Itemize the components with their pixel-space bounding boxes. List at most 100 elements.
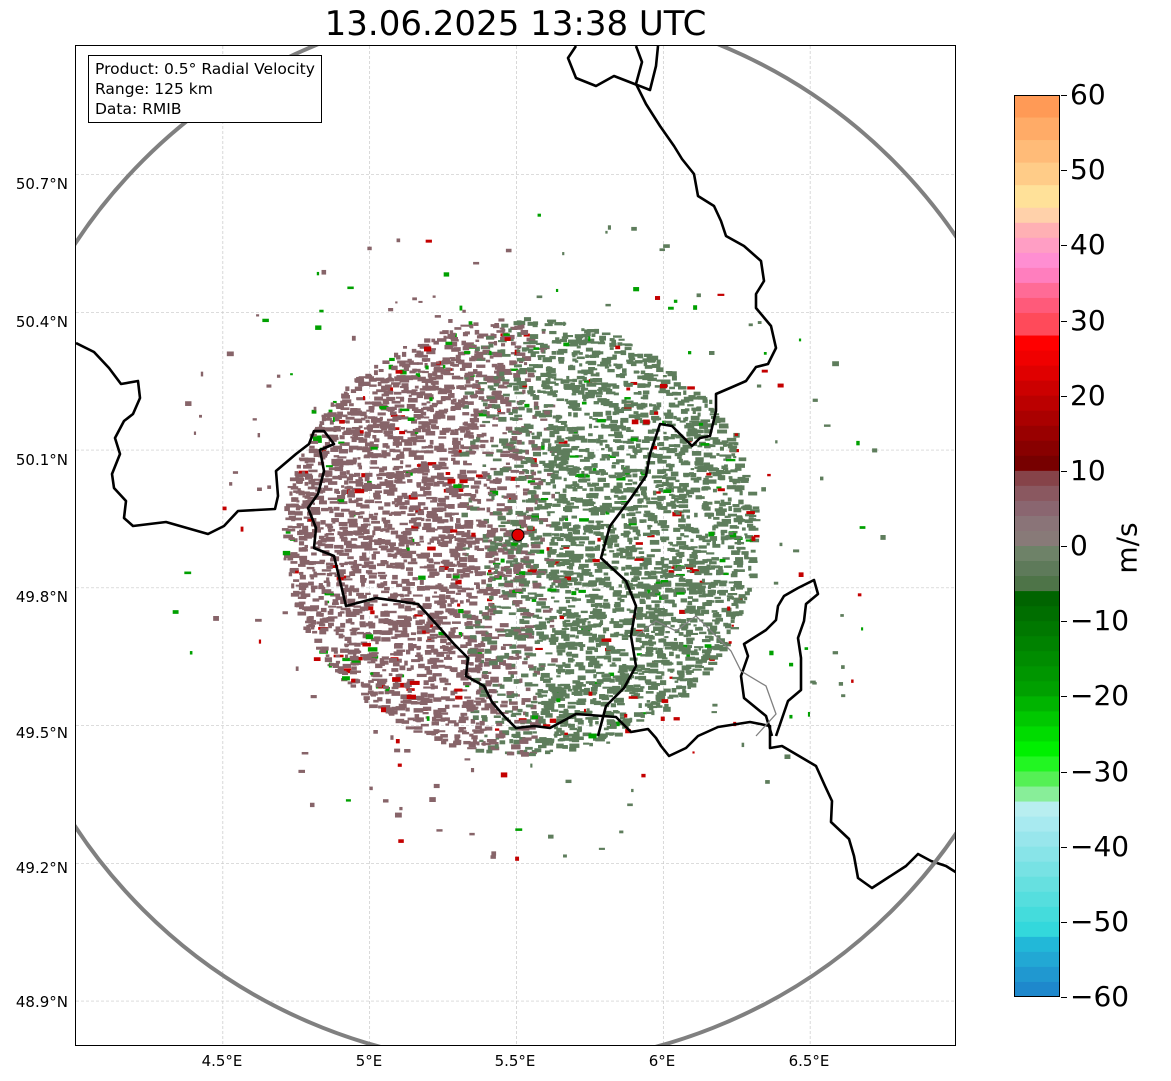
echo-pixel: [536, 631, 545, 636]
map-panel[interactable]: [75, 45, 956, 1046]
echo-pixel: [602, 602, 610, 607]
echo-pixel: [646, 647, 654, 653]
echo-pixel: [427, 542, 432, 545]
echo-pixel: [619, 373, 627, 376]
echo-pixel: [534, 413, 543, 417]
echo-pixel: [620, 407, 624, 410]
radar-map[interactable]: [76, 46, 956, 1046]
echo-pixel: [578, 448, 586, 452]
echo-pixel: [572, 685, 582, 690]
echo-pixel: [643, 495, 648, 500]
echo-pixel: [486, 377, 494, 383]
echo-pixel: [525, 499, 536, 503]
echo-pixel: [367, 572, 378, 575]
echo-pixel: [334, 573, 339, 578]
echo-pixel: [582, 508, 592, 511]
echo-pixel: [466, 566, 471, 569]
echo-pixel: [414, 368, 421, 372]
echo-pixel: [611, 560, 620, 564]
echo-pixel: [645, 691, 654, 694]
echo-pixel: [611, 690, 616, 693]
echo-pixel: [710, 581, 719, 586]
echo-pixel: [339, 460, 350, 466]
echo-pixel: [373, 370, 378, 376]
echo-pixel: [662, 574, 667, 578]
echo-pixel: [567, 657, 574, 663]
echo-pixel: [657, 506, 665, 510]
echo-pixel: [663, 431, 667, 435]
echo-pixel: [437, 414, 444, 418]
echo-pixel: [490, 376, 499, 380]
echo-pixel: [484, 658, 491, 662]
echo-pixel: [703, 501, 708, 504]
echo-pixel: [349, 586, 354, 592]
echo-pixel: [508, 536, 513, 541]
echo-pixel: [427, 462, 437, 466]
echo-pixel: [517, 332, 522, 337]
echo-pixel: [514, 575, 525, 579]
echo-pixel: [560, 533, 565, 538]
echo-pixel: [366, 606, 374, 611]
echo-pixel: [490, 680, 499, 683]
echo-pixel: [582, 532, 586, 535]
echo-pixel: [473, 498, 479, 502]
echo-pixel: [682, 644, 690, 648]
echo-pixel: [420, 517, 425, 522]
echo-pixel: [518, 519, 526, 525]
echo-pixel: [394, 498, 403, 503]
echo-pixel: [512, 406, 520, 410]
echo-pixel: [524, 424, 534, 430]
echo-pixel: [446, 654, 450, 659]
echo-pixel: [533, 321, 539, 325]
echo-pixel: [535, 376, 542, 381]
echo-pixel: [538, 568, 547, 572]
echo-pixel: [614, 543, 620, 548]
echo-pixel: [424, 623, 431, 628]
echo-pixel: [703, 477, 709, 481]
echo-pixel: [321, 448, 327, 453]
echo-pixel: [547, 446, 555, 452]
echo-pixel: [583, 456, 594, 460]
echo-pixel: [504, 397, 510, 401]
echo-pixel: [632, 544, 636, 550]
echo-pixel: [607, 688, 615, 694]
echo-pixel: [344, 643, 348, 648]
echo-pixel: [370, 460, 378, 465]
echo-pixel: [468, 558, 478, 563]
echo-pixel: [422, 472, 429, 476]
echo-pixel: [372, 421, 377, 425]
echo-pixel: [725, 458, 736, 462]
echo-pixel: [484, 726, 493, 731]
echo-pixel: [684, 608, 693, 614]
echo-pixel: [493, 557, 500, 561]
echo-pixel: [505, 530, 512, 535]
echo-pixel: [694, 466, 698, 469]
echo-pixel: [474, 480, 482, 485]
echo-pixel: [340, 400, 346, 404]
echo-pixel: [650, 619, 659, 624]
echo-pixel: [704, 438, 711, 441]
echo-pixel: [422, 476, 428, 481]
echo-pixel: [325, 533, 334, 536]
echo-pixel: [298, 606, 307, 610]
echo-pixel: [390, 530, 399, 535]
echo-pixel: [541, 605, 550, 609]
echo-pixel: [392, 416, 398, 422]
echo-pixel: [323, 413, 331, 418]
echo-pixel: [664, 636, 669, 639]
echo-pixel: [639, 519, 647, 523]
echo-pixel: [615, 374, 622, 378]
echo-pixel: [600, 382, 609, 386]
echo-pixel: [516, 357, 525, 362]
echo-pixel: [336, 606, 343, 609]
echo-pixel: [510, 626, 521, 630]
echo-pixel: [653, 453, 663, 459]
echo-pixel: [387, 596, 397, 601]
echo-pixel: [450, 429, 455, 434]
echo-pixel: [534, 494, 539, 499]
echo-pixel: [623, 488, 630, 493]
echo-pixel: [357, 526, 362, 532]
echo-pixel: [391, 501, 396, 505]
echo-pixel: [616, 425, 624, 429]
echo-pixel: [517, 727, 523, 731]
